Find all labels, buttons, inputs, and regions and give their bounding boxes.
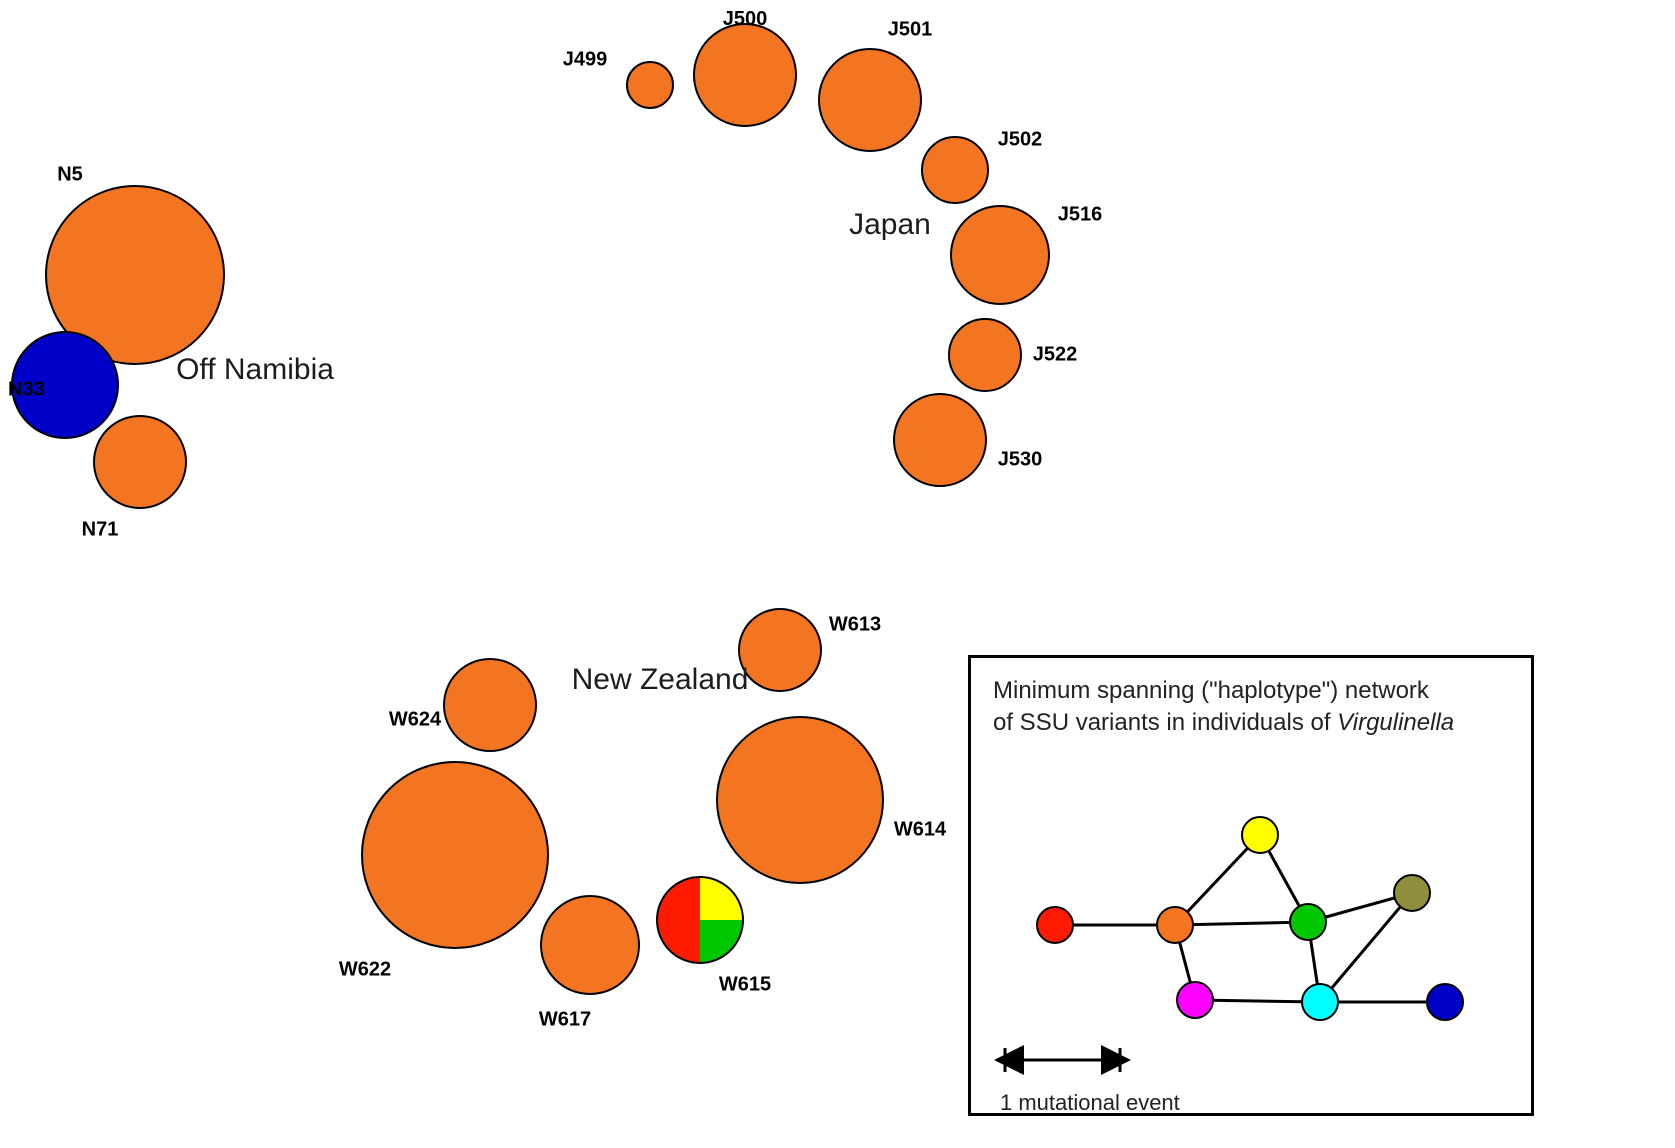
scale-label: 1 mutational event	[1000, 1090, 1180, 1116]
diagram-stage: N5N33N71J499J500J501J502J516J522J530W613…	[0, 0, 1675, 1148]
scale-arrow	[0, 0, 1675, 1148]
